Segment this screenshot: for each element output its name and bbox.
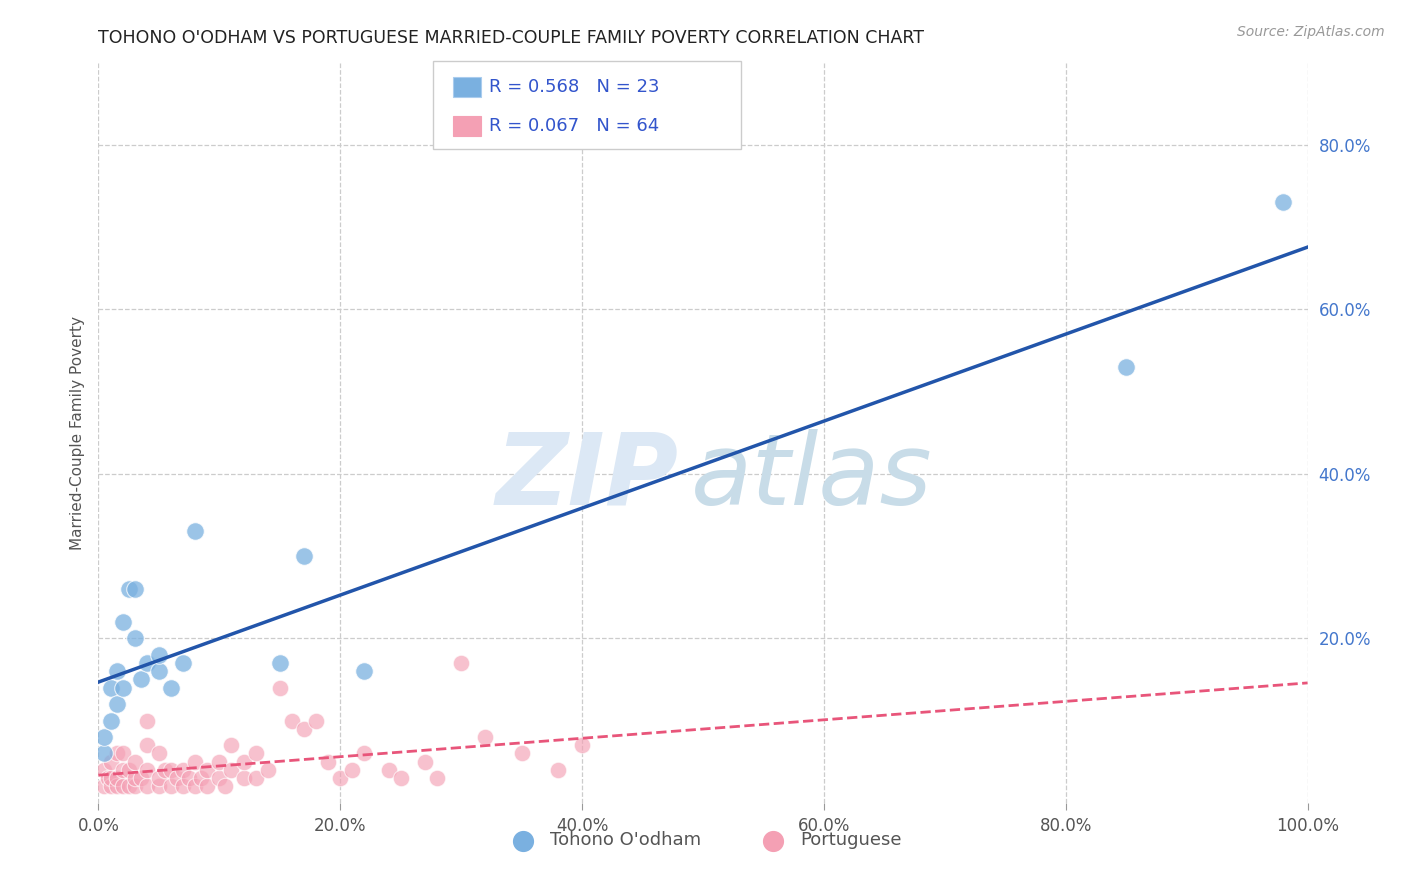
Point (100, 681, 122, 695)
Point (292, 549, 315, 563)
Point (160, 780, 183, 794)
Point (97, 771, 120, 785)
Point (166, 771, 188, 785)
Point (111, 681, 134, 695)
Point (474, 730, 496, 744)
Point (353, 664, 375, 678)
Point (245, 771, 267, 785)
Point (100, 780, 122, 794)
Y-axis label: Married-Couple Family Poverty: Married-Couple Family Poverty (69, 316, 84, 549)
Point (245, 747, 267, 761)
Point (426, 771, 449, 785)
Point (547, 763, 569, 777)
Point (269, 681, 291, 695)
Point (214, 780, 236, 794)
Point (281, 714, 304, 728)
Point (316, 755, 339, 769)
Point (129, 673, 152, 687)
Point (377, 763, 399, 777)
Point (105, 771, 128, 785)
Point (172, 763, 194, 777)
Point (105, 747, 128, 761)
Point (221, 738, 243, 752)
Point (172, 656, 194, 670)
Point (208, 771, 231, 785)
Text: atlas: atlas (690, 428, 932, 525)
Point (179, 771, 201, 785)
Point (93, 763, 115, 777)
Point (232, 755, 254, 769)
Point (256, 763, 278, 777)
Point (329, 771, 352, 785)
Text: Source: ZipAtlas.com: Source: ZipAtlas.com (1237, 25, 1385, 39)
Point (232, 771, 254, 785)
Legend: Tohono O'odham, Portuguese: Tohono O'odham, Portuguese (498, 824, 908, 856)
Point (118, 763, 141, 777)
Point (135, 738, 157, 752)
Point (118, 780, 141, 794)
Point (111, 747, 134, 761)
Point (1272, 195, 1295, 210)
Point (100, 714, 122, 728)
Point (195, 763, 218, 777)
Point (135, 763, 157, 777)
Point (413, 755, 436, 769)
Point (195, 780, 218, 794)
Text: TOHONO O'ODHAM VS PORTUGUESE MARRIED-COUPLE FAMILY POVERTY CORRELATION CHART: TOHONO O'ODHAM VS PORTUGUESE MARRIED-COU… (98, 29, 924, 47)
Point (111, 615, 134, 629)
Point (148, 747, 170, 761)
Point (153, 763, 176, 777)
Point (172, 780, 194, 794)
Point (571, 738, 593, 752)
Point (124, 755, 146, 769)
Point (124, 771, 146, 785)
Point (190, 771, 212, 785)
Point (160, 681, 183, 695)
Point (160, 763, 183, 777)
Point (111, 780, 134, 794)
Point (124, 780, 146, 794)
Point (208, 755, 231, 769)
Point (135, 656, 157, 670)
Point (389, 771, 412, 785)
Point (305, 714, 328, 728)
Point (105, 697, 128, 711)
Text: R = 0.067   N = 64: R = 0.067 N = 64 (489, 117, 659, 135)
Point (510, 747, 533, 761)
Point (1115, 359, 1137, 374)
Point (353, 747, 375, 761)
Point (124, 632, 146, 646)
Point (135, 780, 157, 794)
Point (93, 780, 115, 794)
Point (148, 771, 170, 785)
Point (450, 656, 472, 670)
Point (105, 780, 128, 794)
Point (184, 780, 207, 794)
Point (148, 664, 170, 678)
Point (292, 722, 315, 736)
Point (118, 582, 141, 596)
Point (105, 664, 128, 678)
Text: ZIP: ZIP (496, 428, 679, 525)
Point (100, 771, 122, 785)
Point (184, 524, 207, 539)
Point (111, 763, 134, 777)
Point (100, 755, 122, 769)
Point (269, 656, 291, 670)
Text: R = 0.568   N = 23: R = 0.568 N = 23 (489, 78, 659, 96)
Point (124, 582, 146, 596)
Point (129, 771, 152, 785)
Point (342, 763, 364, 777)
Point (148, 648, 170, 662)
Point (93, 747, 115, 761)
Point (93, 730, 115, 744)
Point (184, 755, 207, 769)
Point (148, 780, 170, 794)
Point (221, 763, 243, 777)
Point (135, 714, 157, 728)
